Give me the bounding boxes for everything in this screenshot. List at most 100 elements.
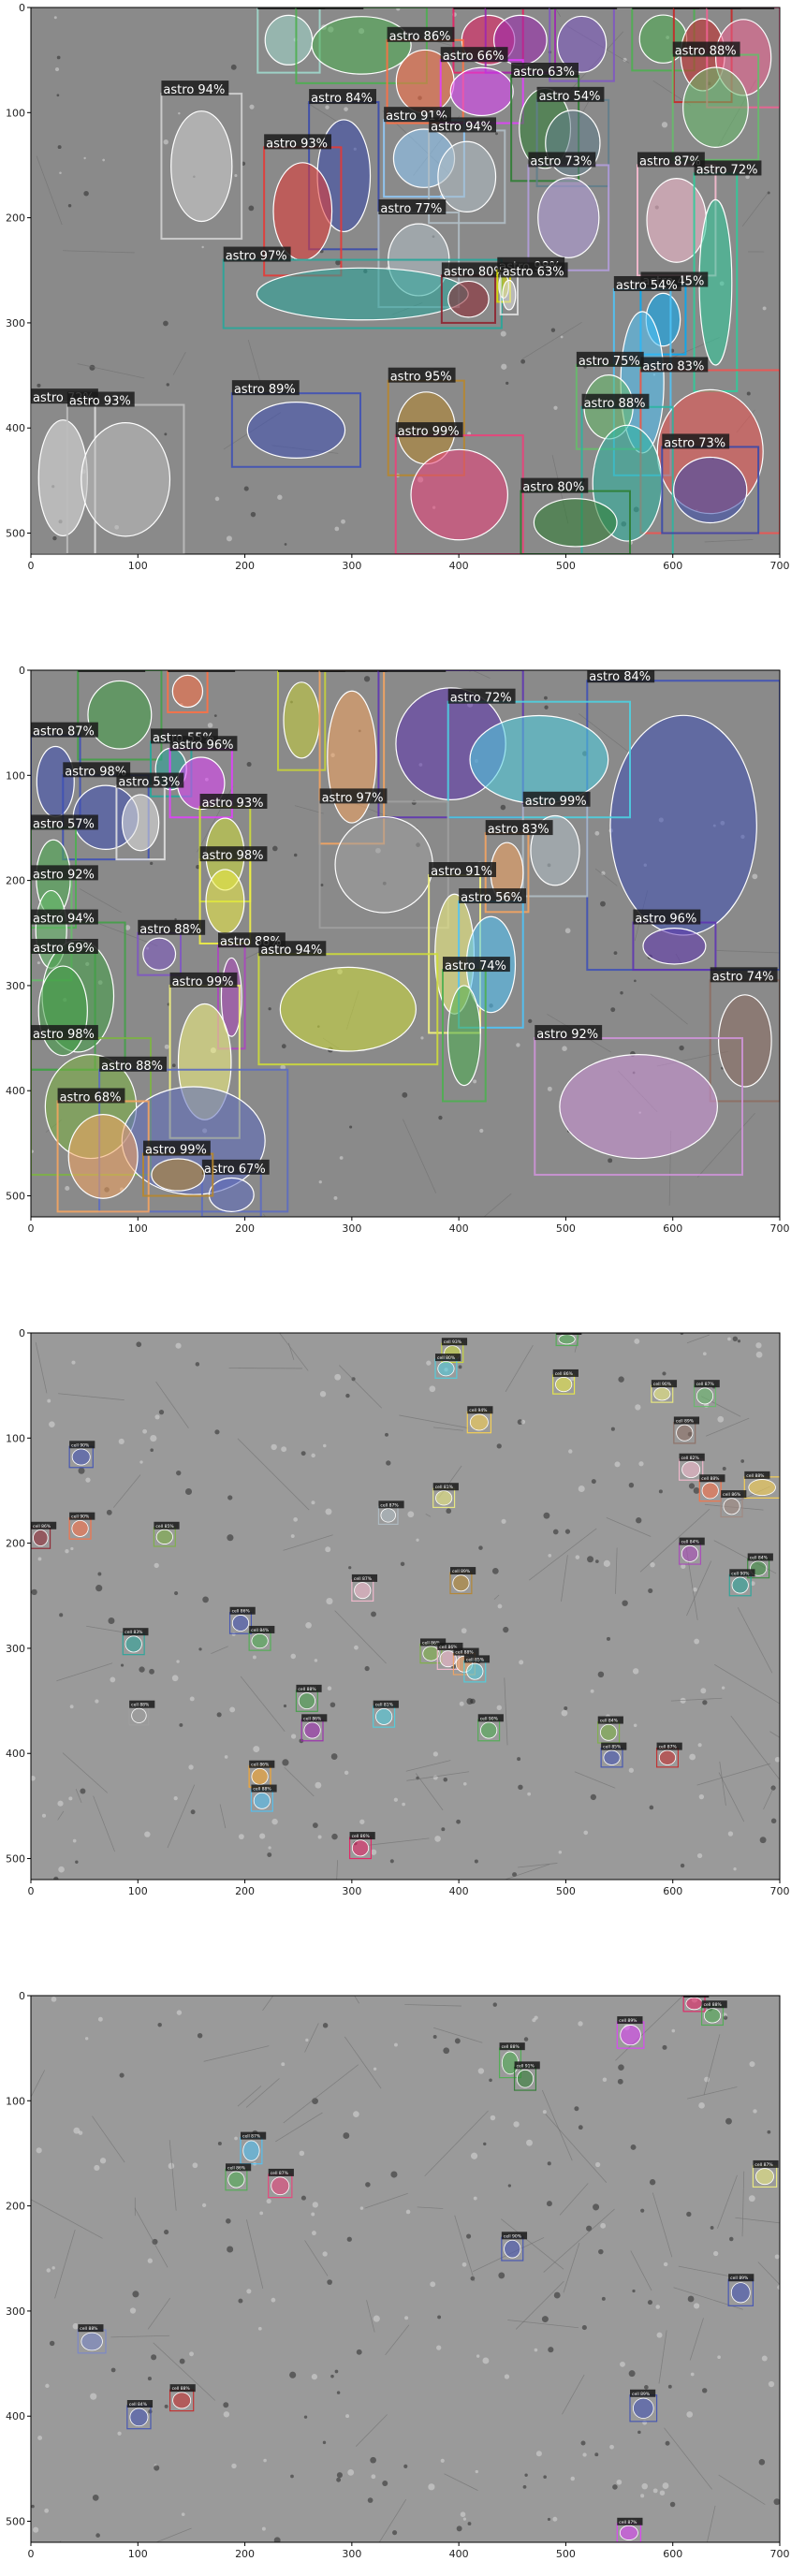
y-tick-label: 400	[6, 1085, 25, 1097]
detection: astro 94%	[160, 80, 243, 241]
detection: cell 83%	[122, 1628, 149, 1656]
detection-label-bg	[161, 80, 229, 96]
detection: astro 95%	[167, 670, 236, 713]
detection-label: astro 89%	[298, 0, 359, 11]
x-tick-label: 500	[556, 1222, 576, 1235]
detection-label: astro 99%	[280, 660, 342, 674]
detection-label-bg	[637, 152, 705, 168]
detection-label: cell 86%	[723, 1492, 741, 1498]
detection: cell 86%	[228, 1606, 256, 1634]
detection-label-bg	[278, 670, 345, 672]
cell-mask	[516, 2069, 535, 2088]
bounding-box	[77, 670, 163, 761]
detection: cell 84%	[678, 1537, 705, 1565]
detection-label-bg	[31, 938, 98, 954]
detection: astro 72%	[693, 160, 762, 392]
detection: cell 88%	[555, 1333, 582, 1347]
detection: cell 81%	[432, 1483, 459, 1509]
cell-mask	[171, 674, 204, 709]
detection-label: astro 94%	[431, 120, 492, 134]
bounding-box	[257, 953, 439, 1066]
detection: astro 94%	[257, 941, 439, 1066]
detection-label: astro 63%	[503, 265, 564, 279]
detection: cell 91%	[513, 2061, 540, 2091]
detection: astro 53%	[115, 772, 184, 861]
x-tick-label: 500	[556, 1885, 576, 1897]
x-tick-label: 300	[342, 1222, 361, 1235]
panel-2: astro 95% astro 95% astro 99% astro 99% astr…	[0, 663, 791, 1243]
detection-label: cell 88%	[746, 1473, 765, 1479]
detection-label-bg	[535, 1025, 603, 1041]
detection-label: cell 88%	[253, 1787, 271, 1793]
detection: cell 86%	[348, 1832, 375, 1860]
detection: astro 80%	[520, 477, 632, 554]
x-tick-label: 600	[663, 1885, 682, 1897]
cell-mask	[351, 1839, 370, 1857]
cell-mask	[452, 1574, 470, 1592]
detection-label: cell 89%	[619, 2018, 637, 2024]
detection-label: cell 90%	[480, 1716, 499, 1721]
detection-label-bg	[143, 1140, 211, 1156]
detection-label-bg	[463, 1655, 491, 1663]
cell-mask	[37, 965, 88, 1057]
cell-mask	[81, 2332, 103, 2351]
cell-mask	[121, 794, 160, 852]
detection-label: cell 82%	[681, 1456, 700, 1461]
x-tick-label: 0	[28, 560, 35, 572]
detection-label-bg	[169, 2384, 196, 2393]
cell-mask	[36, 745, 75, 818]
detection-label: cell 88%	[298, 1687, 316, 1692]
detection-label-bg	[453, 1647, 479, 1656]
detection-label-bg	[447, 688, 516, 704]
cell-mask	[81, 422, 171, 537]
detection-label-bg	[617, 2517, 643, 2525]
detection-label: astro 54%	[616, 279, 678, 293]
detection-label: cell 81%	[375, 1703, 394, 1708]
detection-label-bg	[613, 275, 681, 291]
cell-mask	[170, 110, 233, 223]
detection: cell 90%	[68, 1512, 95, 1540]
detection: cell 85%	[153, 1521, 180, 1547]
y-tick-label: 0	[19, 1990, 25, 2002]
detection-label: astro 87%	[33, 725, 95, 739]
detection-label-bg	[319, 788, 388, 804]
detection-label: astro 98%	[202, 849, 264, 863]
detection-label: astro 98%	[33, 1028, 95, 1042]
detection-label-bg	[499, 2042, 525, 2051]
cell-mask	[502, 279, 517, 311]
detection: cell 84%	[248, 1625, 275, 1651]
detection-label: cell 86%	[555, 1371, 574, 1377]
y-tick-label: 500	[6, 2516, 25, 2528]
cell-mask	[354, 1582, 372, 1600]
detection-label-bg	[633, 909, 701, 925]
cell-mask	[447, 985, 481, 1087]
cell-mask	[701, 1482, 719, 1500]
detection: cell 87%	[240, 2131, 267, 2165]
detection: astro 71%	[549, 7, 618, 82]
detection-label: astro 95%	[390, 371, 452, 385]
x-tick-label: 200	[235, 1885, 255, 1897]
detection-label-bg	[154, 1521, 180, 1530]
cell-mask	[242, 2140, 260, 2161]
x-tick-label: 700	[770, 1885, 790, 1897]
cell-mask	[673, 456, 748, 524]
detection-label-bg	[501, 2232, 528, 2240]
cell-mask	[311, 16, 412, 75]
detection-label: astro 53%	[118, 776, 180, 790]
detection-label: astro 56%	[461, 891, 522, 905]
detection-label-bg	[640, 357, 709, 373]
detection-label: astro 99%	[398, 425, 460, 439]
detection-label-bg	[441, 1338, 468, 1346]
detection-label: cell 89%	[452, 1569, 471, 1574]
detection-label: cell 88%	[502, 2044, 520, 2050]
cell-mask	[231, 1615, 250, 1632]
detection: cell 85%	[463, 1655, 491, 1683]
detection-label: astro 96%	[635, 913, 696, 927]
cell-mask	[272, 162, 333, 261]
panel-3: cell 88% cell 93% cell 80% cell 86% cell 90%…	[0, 1325, 791, 1906]
x-tick-label: 700	[770, 560, 790, 572]
detection: cell 88%	[698, 1474, 725, 1502]
cell-mask	[731, 1576, 749, 1594]
y-tick-label: 400	[6, 422, 25, 434]
detection-label-bg	[309, 89, 377, 105]
